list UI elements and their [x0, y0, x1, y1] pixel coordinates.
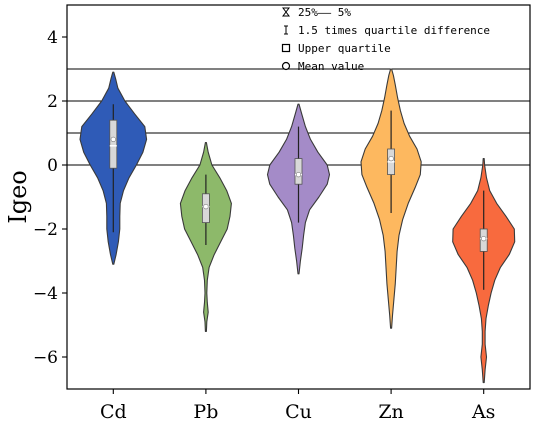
legend-item: 25%—— 5%	[282, 6, 351, 19]
square-icon	[281, 43, 291, 53]
violin-cd	[79, 71, 148, 265]
legend-item: Upper quartile	[281, 42, 391, 55]
violin-group	[79, 68, 516, 384]
x-axis: Cd Pb Cu Zn As	[100, 389, 495, 423]
legend-label: 1.5 times quartile difference	[298, 24, 490, 37]
y-tick-label: 2	[47, 92, 58, 112]
y-axis: 4 2 0 −2 −4 −6	[33, 28, 67, 368]
mean-marker	[110, 136, 116, 142]
violin-as	[452, 158, 516, 384]
legend-label: Mean value	[298, 60, 364, 73]
x-category-label: Cu	[285, 401, 312, 423]
circle-icon	[281, 61, 291, 71]
violin-zn	[360, 68, 422, 329]
legend-item: 1.5 times quartile difference	[284, 24, 490, 37]
y-tick-label: −2	[33, 220, 58, 240]
y-axis-label: Igeo	[4, 170, 32, 224]
legend-item: Mean value	[281, 60, 364, 73]
whisker-icon	[284, 25, 288, 35]
iqr-box	[294, 158, 303, 185]
y-tick-label: −6	[33, 348, 58, 368]
mean-marker	[388, 156, 394, 162]
y-tick-label: 0	[47, 156, 58, 176]
x-category-label: Zn	[378, 401, 403, 423]
violin-pb	[179, 142, 232, 332]
x-category-label: Cd	[100, 401, 127, 423]
legend-label: Upper quartile	[298, 42, 391, 55]
y-tick-label: −4	[33, 284, 58, 304]
x-category-label: As	[471, 401, 495, 423]
legend: 25%—— 5% 1.5 times quartile difference Upp…	[281, 6, 490, 73]
legend-label: 25%—— 5%	[298, 6, 351, 19]
mean-marker	[295, 172, 302, 178]
x-category-label: Pb	[193, 401, 218, 423]
hourglass-notch-icon	[282, 7, 290, 17]
iqr-box	[109, 119, 118, 169]
violin-cu	[266, 103, 331, 275]
y-tick-label: 4	[47, 28, 58, 48]
mean-marker	[481, 236, 487, 242]
mean-marker	[203, 204, 209, 210]
